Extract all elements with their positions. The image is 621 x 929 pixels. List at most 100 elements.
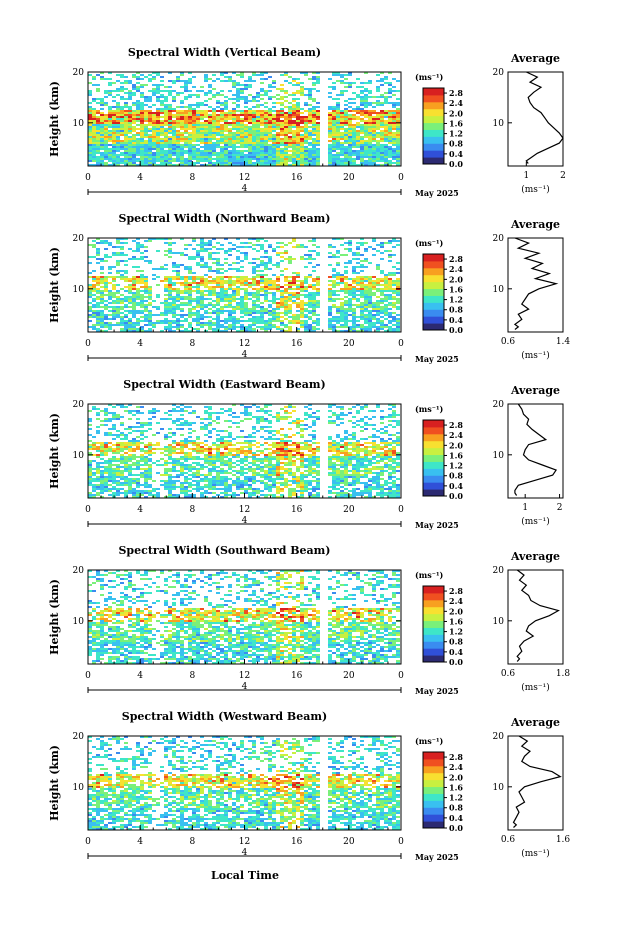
heatmap-cell <box>284 304 288 306</box>
heatmap-cell <box>256 112 260 114</box>
heatmap-cell <box>360 270 364 272</box>
heatmap-cell <box>312 120 316 122</box>
heatmap-cell <box>140 130 144 132</box>
heatmap-cell <box>332 246 336 248</box>
average-title: Average <box>510 52 560 65</box>
heatmap-cell <box>136 100 140 102</box>
heatmap-cell <box>284 312 288 314</box>
heatmap-cell <box>244 330 248 332</box>
heatmap-cell <box>228 140 232 142</box>
heatmap-cell <box>128 144 132 146</box>
heatmap-cell <box>292 164 296 166</box>
heatmap-cell <box>260 128 264 130</box>
heatmap-cell <box>128 128 132 130</box>
heatmap-cell <box>148 238 152 240</box>
heatmap-cell <box>188 322 192 324</box>
heatmap-cell <box>196 150 200 152</box>
heatmap-cell <box>128 154 132 156</box>
heatmap-cell <box>144 132 148 134</box>
heatmap-cell <box>128 156 132 158</box>
heatmap-cell <box>204 304 208 306</box>
heatmap-cell <box>168 130 172 132</box>
heatmap-cell <box>176 124 180 126</box>
heatmap-cell <box>372 280 376 282</box>
heatmap-cell <box>124 296 128 298</box>
heatmap-cell <box>120 432 124 434</box>
heatmap-cell <box>348 146 352 148</box>
heatmap-cell <box>344 154 348 156</box>
heatmap-cell <box>248 246 252 248</box>
y-tick-label: 20 <box>73 234 85 244</box>
heatmap-cell <box>112 118 116 120</box>
heatmap-cell <box>308 312 312 314</box>
heatmap-cell <box>364 292 368 294</box>
heatmap-cell <box>228 78 232 80</box>
heatmap-cell <box>192 158 196 160</box>
heatmap-cell <box>264 144 268 146</box>
heatmap-cell <box>336 106 340 108</box>
heatmap-cell <box>184 248 188 250</box>
heatmap-cell <box>140 138 144 140</box>
heatmap-cell <box>376 148 380 150</box>
heatmap-cell <box>196 302 200 304</box>
heatmap-cell <box>108 122 112 124</box>
heatmap-cell <box>140 146 144 148</box>
heatmap-cell <box>380 298 384 300</box>
heatmap-cell <box>328 86 332 88</box>
heatmap-cell <box>312 122 316 124</box>
heatmap-cell <box>232 158 236 160</box>
heatmap-cell <box>232 82 236 84</box>
heatmap-cell <box>176 136 180 138</box>
heatmap-cell <box>120 448 124 450</box>
heatmap-cell <box>284 252 288 254</box>
heatmap-cell <box>216 292 220 294</box>
heatmap-cell <box>204 110 208 112</box>
heatmap-cell <box>124 114 128 116</box>
heatmap-cell <box>212 306 216 308</box>
heatmap-cell <box>104 276 108 278</box>
heatmap-cell <box>124 324 128 326</box>
heatmap-cell <box>200 140 204 142</box>
heatmap-cell <box>160 138 164 140</box>
heatmap-cell <box>380 152 384 154</box>
heatmap-cell <box>200 326 204 328</box>
heatmap-cell <box>104 460 108 462</box>
heatmap-cell <box>252 142 256 144</box>
heatmap-cell <box>128 94 132 96</box>
heatmap-cell <box>248 94 252 96</box>
heatmap-cell <box>196 90 200 92</box>
average-x-tick-label: 1 <box>523 171 529 181</box>
heatmap-cell <box>140 320 144 322</box>
heatmap-cell <box>340 314 344 316</box>
heatmap-cell <box>152 154 156 156</box>
heatmap-cell <box>344 310 348 312</box>
heatmap-cell <box>388 240 392 242</box>
heatmap-cell <box>252 268 256 270</box>
heatmap-cell <box>336 112 340 114</box>
heatmap-cell <box>100 474 104 476</box>
heatmap-cell <box>296 304 300 306</box>
heatmap-cell <box>220 324 224 326</box>
heatmap-cell <box>180 160 184 162</box>
heatmap-cell <box>360 288 364 290</box>
heatmap-cell <box>388 142 392 144</box>
heatmap-cell <box>140 78 144 80</box>
heatmap-cell <box>376 264 380 266</box>
heatmap-cell <box>268 326 272 328</box>
heatmap-cell <box>108 124 112 126</box>
heatmap-cell <box>88 108 92 110</box>
heatmap-cell <box>304 118 308 120</box>
heatmap-cell <box>152 122 156 124</box>
heatmap-cell <box>304 88 308 90</box>
heatmap-cell <box>228 160 232 162</box>
heatmap-cell <box>200 130 204 132</box>
heatmap-cell <box>260 130 264 132</box>
heatmap-cell <box>372 126 376 128</box>
heatmap-cell <box>156 90 160 92</box>
heatmap-cell <box>208 282 212 284</box>
heatmap-cell <box>344 132 348 134</box>
heatmap-cell <box>304 136 308 138</box>
heatmap-cell <box>116 310 120 312</box>
heatmap-cell <box>172 108 176 110</box>
